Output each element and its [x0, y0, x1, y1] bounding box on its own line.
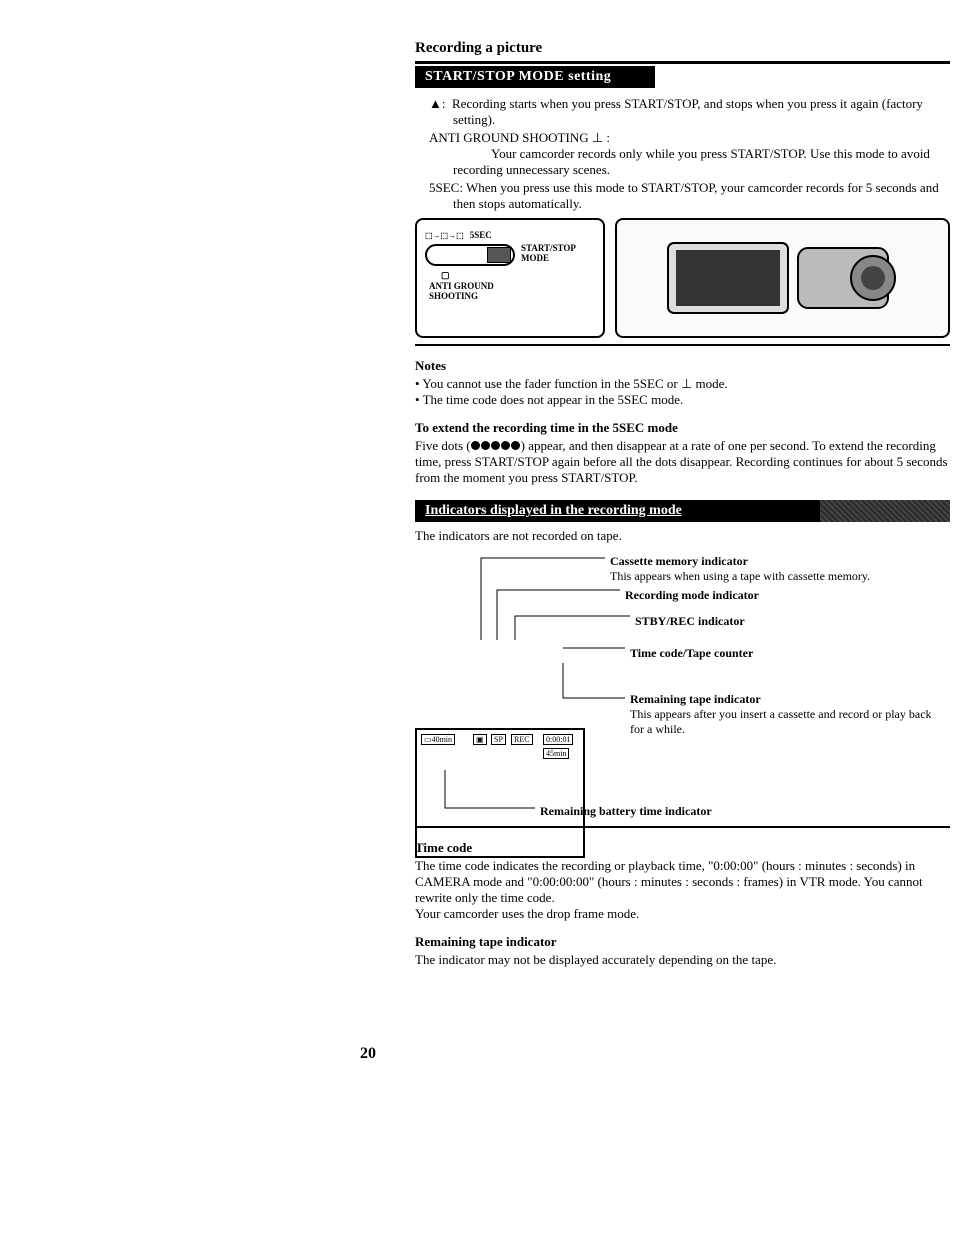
mode-5sec: 5SEC: When you press use this mode to ST…: [453, 180, 950, 212]
label-stby: STBY/REC indicator: [635, 610, 745, 629]
camcorder-illustration: [615, 218, 950, 338]
indicator-diagram: ▭40min ▣ SP REC 0:00:01 45min Cassette m…: [415, 548, 950, 828]
label-remaining: Remaining tape indicator This appears af…: [630, 688, 940, 745]
page-title: Recording a picture: [415, 40, 950, 57]
notes-heading: Notes: [415, 358, 950, 374]
note-2: • The time code does not appear in the 5…: [415, 392, 950, 408]
mode-anti: ANTI GROUND SHOOTING ⊥ : Your camcorder …: [453, 130, 950, 178]
mode-5sec-h: 5SEC:: [429, 180, 463, 195]
label-timecode: Time code/Tape counter: [630, 642, 753, 661]
cassette-h: Cassette memory indicator: [610, 554, 870, 569]
indicators-intro: The indicators are not recorded on tape.: [415, 528, 950, 544]
diagram-row: ⬚→⬚→⬚ 5SEC START/STOP MODE ▢ ANTI GROUND…: [415, 218, 950, 346]
mode-anti-h: ANTI GROUND SHOOTING ⊥ :: [429, 130, 610, 145]
extend-pre: Five dots (: [415, 438, 471, 453]
switch-diagram: ⬚→⬚→⬚ 5SEC START/STOP MODE ▢ ANTI GROUND…: [415, 218, 605, 338]
extend-body: Five dots () appear, and then disappear …: [415, 438, 950, 486]
person-icon: ▲: [429, 96, 442, 111]
remtape-body: The indicator may not be displayed accur…: [415, 952, 950, 968]
switch-mid: START/STOP MODE: [521, 243, 576, 263]
recmode-h: Recording mode indicator: [625, 588, 759, 603]
note-1: • You cannot use the fader function in t…: [415, 376, 950, 392]
mode-default-text: Recording starts when you press START/ST…: [452, 96, 923, 127]
camera-icon: [658, 228, 908, 328]
section-bar-startstop: START/STOP MODE setting: [415, 66, 655, 88]
tc-h: Time code/Tape counter: [630, 646, 753, 661]
mode-default: ▲: Recording starts when you press START…: [453, 96, 950, 128]
content-column: Recording a picture START/STOP MODE sett…: [415, 40, 950, 968]
page-root: Recording a picture START/STOP MODE sett…: [0, 0, 954, 1233]
bar2-text: Indicators displayed in the recording mo…: [425, 503, 682, 518]
timecode-body: The time code indicates the recording or…: [415, 858, 950, 922]
extend-heading: To extend the recording time in the 5SEC…: [415, 420, 950, 436]
five-dots-icon: [471, 438, 521, 453]
cassette-d: This appears when using a tape with cass…: [610, 569, 870, 584]
batt-h: Remaining battery time indicator: [540, 804, 712, 819]
switch-5sec: 5SEC: [470, 230, 492, 240]
mode-slider: [425, 244, 515, 266]
remain-d: This appears after you insert a cassette…: [630, 707, 940, 737]
stby-h: STBY/REC indicator: [635, 614, 745, 629]
remtape-heading: Remaining tape indicator: [415, 934, 950, 950]
switch-bottom: ANTI GROUND SHOOTING: [429, 281, 595, 301]
mode-anti-text: Your camcorder records only while you pr…: [453, 146, 930, 177]
section-bar-indicators: Indicators displayed in the recording mo…: [415, 500, 950, 522]
remain-h: Remaining tape indicator: [630, 692, 940, 707]
rule: [415, 61, 950, 64]
mode-5sec-text: When you press use this mode to START/ST…: [453, 180, 939, 211]
label-recmode: Recording mode indicator: [625, 584, 759, 603]
label-battery: Remaining battery time indicator: [540, 800, 712, 819]
page-number: 20: [360, 1045, 376, 1063]
